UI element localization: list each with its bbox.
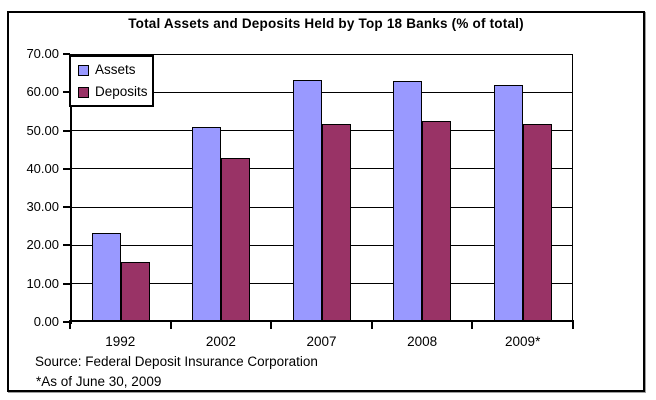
bar-assets	[91, 233, 121, 322]
y-tick-label: 70.00	[26, 46, 59, 61]
y-axis-tick	[63, 129, 70, 132]
footnote: *As of June 30, 2009	[36, 374, 162, 389]
legend: Assets Deposits	[69, 55, 154, 107]
bar-assets	[393, 81, 423, 322]
y-tick-label: 40.00	[26, 160, 59, 176]
x-tick-label: 2009*	[505, 334, 541, 349]
y-axis-line	[70, 54, 72, 324]
x-axis-tick	[69, 320, 71, 329]
x-axis-tick	[270, 320, 273, 329]
x-axis-line	[70, 320, 573, 322]
bar-assets	[292, 79, 322, 322]
y-axis-tick	[63, 321, 70, 323]
x-tick-label: 2002	[205, 334, 236, 349]
x-tick-label: 2008	[407, 334, 438, 349]
y-axis-tick	[63, 206, 70, 209]
y-tick-label: 60.00	[26, 84, 59, 100]
bar-deposits	[120, 261, 150, 322]
deposits-legend-swatch	[78, 86, 89, 98]
plot-area: 70.00 60.00 50.00 40.00 30.00 20.00 10.00 0.00 1…	[26, 46, 574, 349]
y-tick-label: 20.00	[26, 237, 59, 253]
x-tick-label: 1992	[105, 334, 136, 349]
x-axis-tick	[471, 320, 474, 329]
bar-deposits	[523, 124, 552, 322]
plot-border-top	[70, 54, 573, 55]
x-axis-tick	[169, 320, 172, 329]
y-tick-label: 0.00	[33, 314, 59, 329]
legend-label: Assets	[95, 62, 136, 77]
y-axis-tick	[63, 91, 70, 94]
plot-border-right	[572, 54, 573, 322]
chart-frame: Total Assets and Deposits Held by Top 18…	[7, 11, 645, 392]
y-axis-tick	[63, 244, 70, 247]
bar-deposits	[422, 121, 452, 322]
assets-legend-swatch	[78, 64, 89, 76]
y-tick-label: 50.00	[26, 122, 59, 138]
x-axis-tick	[572, 320, 574, 329]
bar-assets	[494, 85, 523, 322]
x-axis-tick	[370, 320, 373, 329]
y-axis-tick	[63, 167, 70, 170]
chart-title: Total Assets and Deposits Held by Top 18…	[128, 16, 524, 31]
x-tick-label: 2007	[306, 334, 337, 349]
bar-deposits	[221, 157, 251, 322]
bar-assets	[192, 127, 222, 322]
bar-deposits	[321, 124, 351, 322]
y-tick-label: 30.00	[26, 199, 59, 215]
y-axis-tick	[63, 53, 70, 55]
legend-label: Deposits	[95, 84, 148, 99]
legend-item: Deposits	[78, 85, 150, 99]
source-note: Source: Federal Deposit Insurance Corpor…	[35, 354, 318, 369]
y-axis-tick	[63, 282, 70, 285]
legend-item: Assets	[78, 63, 150, 77]
y-tick-label: 10.00	[26, 275, 59, 291]
